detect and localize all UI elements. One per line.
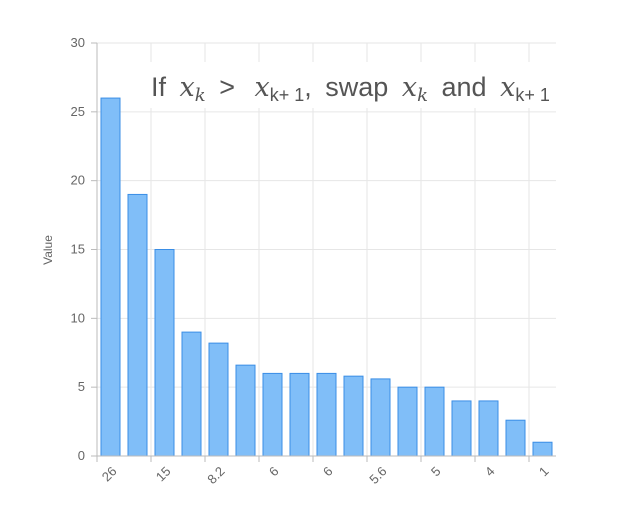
x-tick-label: 5 bbox=[428, 464, 444, 480]
bar bbox=[424, 386, 445, 457]
y-tick-labels: 0 5 10 15 20 25 30 bbox=[71, 35, 85, 463]
y-tick-label: 10 bbox=[71, 310, 85, 325]
axes bbox=[91, 42, 556, 462]
annotation-background bbox=[142, 62, 560, 108]
y-tick-label: 25 bbox=[71, 104, 85, 119]
bar bbox=[262, 372, 283, 457]
annotation-var-4: x bbox=[500, 72, 515, 103]
bar bbox=[343, 375, 364, 457]
bar bbox=[235, 364, 256, 457]
bar bbox=[289, 372, 310, 457]
bar bbox=[478, 400, 499, 457]
bar bbox=[100, 97, 121, 457]
x-tick-label: 15 bbox=[153, 464, 174, 485]
bar bbox=[181, 331, 202, 457]
annotation-var-2: x bbox=[255, 72, 270, 103]
x-tick-label: 4 bbox=[482, 464, 498, 480]
bar bbox=[505, 419, 526, 457]
bar bbox=[316, 372, 337, 457]
annotation-swap: swap bbox=[325, 72, 388, 102]
y-tick-label: 5 bbox=[78, 379, 85, 394]
annotation-if: If bbox=[151, 72, 167, 102]
annotation-var-3: x bbox=[402, 72, 417, 103]
x-tick-label: 6 bbox=[266, 464, 282, 480]
bar bbox=[451, 400, 472, 457]
annotation-sub-2: k+ 1 bbox=[270, 85, 305, 105]
annotation-sub-1: k bbox=[195, 85, 206, 106]
x-tick-label: 1 bbox=[536, 464, 552, 480]
y-tick-label: 15 bbox=[71, 242, 85, 257]
bar bbox=[127, 193, 148, 457]
annotation-sub-4: k+ 1 bbox=[515, 85, 550, 105]
y-tick-label: 20 bbox=[71, 173, 85, 188]
annotation-comma-1: , bbox=[304, 72, 312, 102]
y-tick-label: 0 bbox=[78, 448, 85, 463]
annotation-text: If xk > xk+ 1, swap xk and xk+ 1 bbox=[151, 72, 550, 107]
bar bbox=[397, 386, 418, 457]
bar bbox=[370, 378, 391, 457]
annotation-var-1: x bbox=[180, 72, 195, 103]
annotation-gt: > bbox=[219, 72, 235, 102]
bar bbox=[532, 441, 553, 457]
y-axis-label: Value bbox=[41, 235, 55, 265]
x-tick-label: 26 bbox=[99, 464, 120, 485]
bars bbox=[100, 97, 553, 457]
bar bbox=[154, 249, 175, 457]
x-tick-labels: 26 15 8.2 6 6 5.6 5 4 1 bbox=[99, 464, 552, 487]
y-tick-label: 30 bbox=[71, 35, 85, 50]
annotation-and: and bbox=[442, 72, 487, 102]
x-tick-label: 5.6 bbox=[366, 464, 389, 487]
bar bbox=[208, 342, 229, 457]
x-tick-label: 8.2 bbox=[204, 464, 227, 487]
grid-lines bbox=[96, 42, 556, 457]
annotation-sub-3: k bbox=[417, 85, 428, 106]
x-tick-label: 6 bbox=[320, 464, 336, 480]
